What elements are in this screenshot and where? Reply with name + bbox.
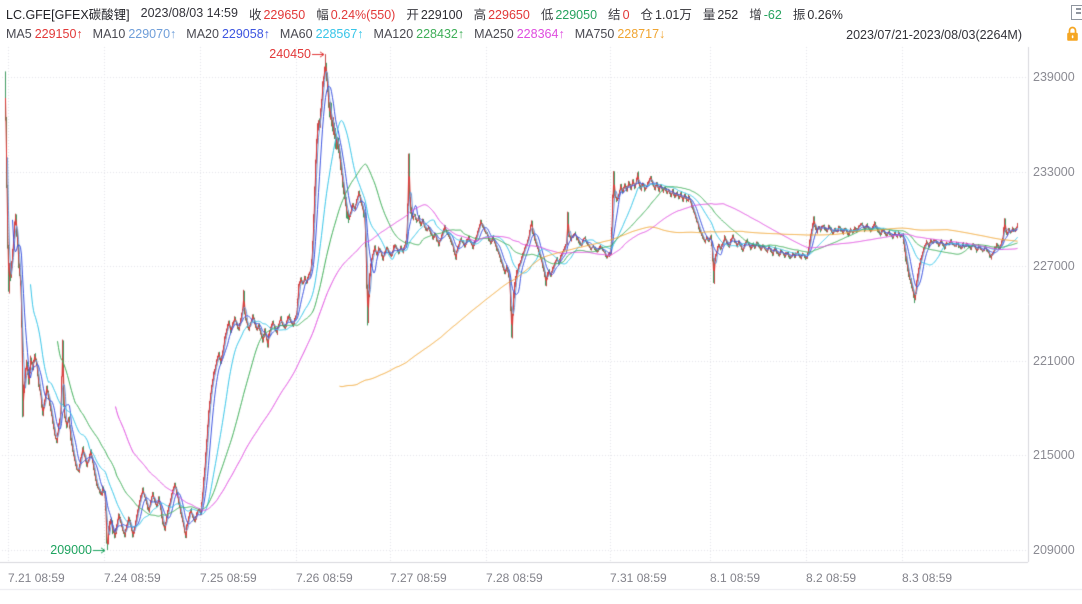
field-high: 高 229650 (473, 7, 530, 22)
field-change: 幅 0.24%(550) (316, 7, 396, 22)
y-axis-label: 209000 (1033, 543, 1075, 557)
x-axis-label: 7.25 08:59 (200, 571, 257, 585)
high-annotation: 240450 (269, 47, 311, 62)
x-axis-label: 8.1 08:59 (710, 571, 761, 585)
x-axis-label: 7.27 08:59 (390, 571, 447, 585)
ma250-legend[interactable]: MA250 228364↑ (474, 27, 565, 41)
quote-header: LC.GFE[GFEX碳酸锂] 2023/08/03 14:59 收 229650… (0, 0, 1082, 46)
ma-legend-row: MA5 229150↑ MA10 229070↑ MA20 229058↑ MA60 2… (6, 25, 665, 43)
lock-icon[interactable] (1066, 26, 1079, 42)
x-axis-label: 7.31 08:59 (610, 571, 667, 585)
x-axis-label: 7.21 08:59 (8, 571, 65, 585)
field-amplitude: 振 0.26% (792, 7, 843, 22)
y-axis-label: 221000 (1033, 353, 1075, 368)
low-annotation: 209000 (50, 543, 92, 557)
field-low: 低 229050 (540, 7, 598, 22)
ma20-legend[interactable]: MA20 229058↑ (186, 27, 270, 41)
field-volume: 量 252 (702, 7, 739, 22)
x-axis-label: 8.3 08:59 (902, 571, 953, 585)
panel-layout-icon[interactable] (1071, 5, 1082, 20)
ma750-legend[interactable]: MA750 228717↓ (574, 27, 666, 41)
ma60-legend[interactable]: MA60 228567↑ (279, 27, 364, 41)
symbol-name[interactable]: LC.GFE[GFEX碳酸锂] (6, 7, 130, 22)
y-axis-label: 233000 (1033, 164, 1075, 179)
x-axis-label: 8.2 08:59 (806, 571, 857, 585)
x-axis-label: 7.24 08:59 (104, 571, 161, 585)
field-open: 开 229100 (406, 7, 463, 22)
y-axis-label: 239000 (1033, 70, 1075, 84)
quote-row: LC.GFE[GFEX碳酸锂] 2023/08/03 14:59 收 229650… (6, 4, 843, 22)
field-oi-change: 增 -62 (749, 7, 782, 22)
date-range-label: 2023/07/21-2023/08/03(2264M) (846, 28, 1022, 42)
quote-datetime: 2023/08/03 14:59 (140, 6, 238, 20)
field-open-interest: 仓 1.01万 (640, 7, 692, 22)
ma120-legend[interactable]: MA120 228432↑ (373, 27, 465, 41)
ma10-legend[interactable]: MA10 229070↑ (92, 27, 177, 41)
x-axis-label: 7.28 08:59 (486, 571, 543, 585)
y-axis-label: 227000 (1033, 259, 1075, 274)
field-close: 收 229650 (248, 7, 306, 22)
ma5-legend[interactable]: MA5 229150↑ (6, 27, 83, 41)
y-axis-label: 215000 (1033, 448, 1075, 463)
x-axis-label: 7.26 08:59 (296, 571, 353, 585)
